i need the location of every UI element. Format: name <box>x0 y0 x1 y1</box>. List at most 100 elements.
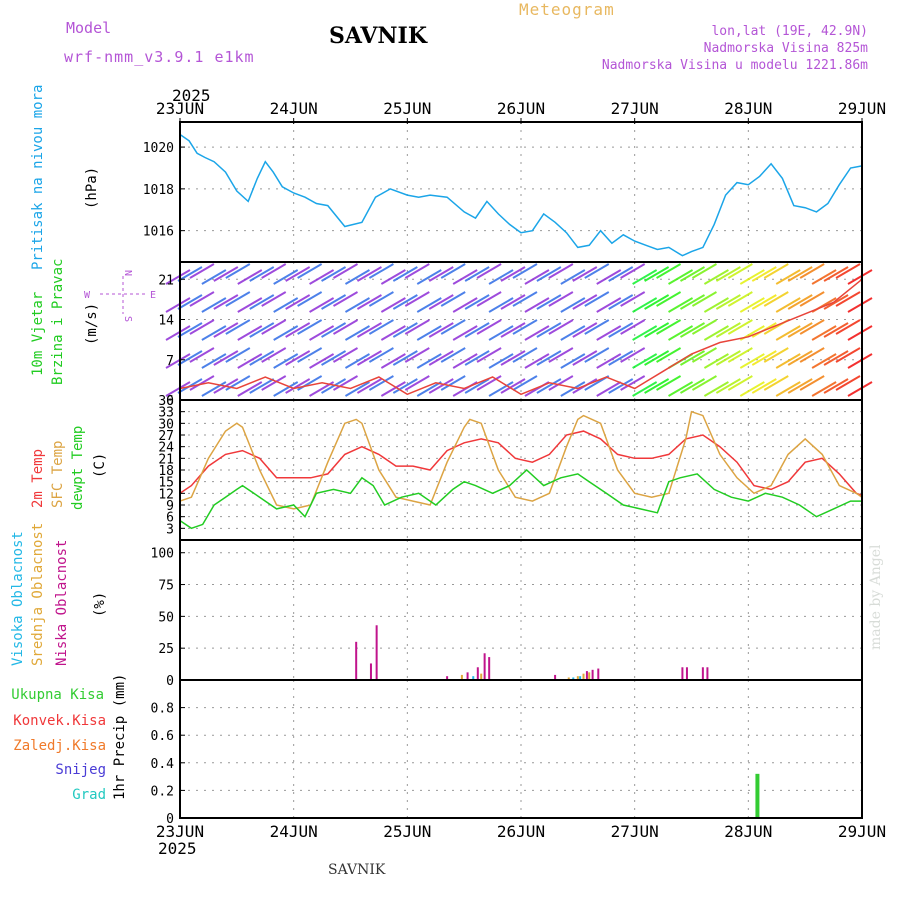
wind-barb <box>380 269 406 285</box>
wind-barb <box>428 378 454 394</box>
wind-barb <box>727 375 753 391</box>
wind-barb <box>356 322 382 338</box>
wind-barb <box>500 322 526 338</box>
temp-sfc-label: SFC Temp <box>50 441 66 508</box>
wind-barb <box>285 378 311 394</box>
wind-barb <box>321 350 347 366</box>
wind-barb <box>679 350 705 366</box>
wind-barb <box>608 378 634 394</box>
wind-barb <box>835 319 861 335</box>
cloud-low-bar <box>483 653 486 680</box>
wind-barb <box>596 325 622 341</box>
precip-total-label: Ukupna Kisa <box>11 687 104 703</box>
wind-barb <box>727 347 753 363</box>
wind-barb <box>823 350 849 366</box>
wind-barb <box>548 347 574 363</box>
wind-barb <box>500 294 526 310</box>
wind-barb <box>584 291 610 307</box>
wind-barb <box>572 322 598 338</box>
wind-barb <box>524 269 550 285</box>
y-tick-label: 30 <box>158 417 174 432</box>
wind-barb <box>165 381 191 397</box>
wind-barb <box>476 375 502 391</box>
wind-barb <box>476 291 502 307</box>
wind-barb <box>380 353 406 369</box>
pressure-label: Pritisak na nivou mora <box>30 85 46 270</box>
cloud-mid-bar <box>588 672 591 680</box>
wind-barb <box>297 263 323 279</box>
wind-barb <box>799 291 825 307</box>
cloud-low-bar <box>369 663 372 680</box>
y-tick-label: 9 <box>166 499 174 514</box>
wind-barb <box>847 269 873 285</box>
year-bottom: 2025 <box>158 839 197 858</box>
wind-barb <box>644 378 670 394</box>
compass-icon: N S W E <box>84 270 156 322</box>
wind-barb <box>691 319 717 335</box>
wind-barb <box>656 375 682 391</box>
precip-frozen-label: Zaledj.Kisa <box>13 738 106 754</box>
wind-barb <box>632 353 658 369</box>
temp-2m-label: 2m Temp <box>30 449 46 508</box>
wind-barb <box>679 294 705 310</box>
wind-barb <box>715 350 741 366</box>
wind-barb <box>847 381 873 397</box>
wind-frame <box>179 261 863 401</box>
y-tick-label: 15 <box>158 476 174 491</box>
wind-barb <box>596 353 622 369</box>
x-tick-label-bottom: 25JUN <box>383 822 431 841</box>
precip-snow-label: Snijeg <box>55 762 106 778</box>
wind-barb <box>321 322 347 338</box>
wind-barb <box>536 322 562 338</box>
wind-barb <box>452 269 478 285</box>
wind-barb <box>464 378 490 394</box>
wind-barb <box>464 266 490 282</box>
wind-barb <box>165 353 191 369</box>
wind-barb <box>668 297 694 313</box>
wind-barb <box>189 319 215 335</box>
wind-barb <box>404 347 430 363</box>
wind-barb <box>847 297 873 313</box>
wind-barb <box>536 350 562 366</box>
wind-barb <box>201 297 227 313</box>
y-tick-label: 14 <box>158 314 174 329</box>
wind-barb <box>392 294 418 310</box>
wind-barb <box>392 378 418 394</box>
wind-barb <box>703 269 729 285</box>
wind-barb <box>811 269 837 285</box>
wind-barb <box>344 381 370 397</box>
wind-barb <box>656 263 682 279</box>
wind-barb <box>321 266 347 282</box>
temperature-2m-line <box>179 430 863 497</box>
wind-barb <box>668 269 694 285</box>
wind-barb <box>775 353 801 369</box>
wind-barb <box>500 350 526 366</box>
x-tick-label-top: 24JUN <box>270 99 318 118</box>
cloud-low-bar <box>701 667 704 680</box>
wind-barb <box>632 297 658 313</box>
y-tick-label: 33 <box>158 406 174 421</box>
svg-text:N: N <box>122 270 133 276</box>
wind-barb <box>787 322 813 338</box>
wind-barb <box>847 325 873 341</box>
wind-barb <box>620 291 646 307</box>
wind-label-2: Brzina i Pravac <box>50 259 66 385</box>
wind-barb <box>620 375 646 391</box>
wind-barb <box>835 291 861 307</box>
cloud-high-bar <box>472 676 475 680</box>
wind-barb <box>237 353 263 369</box>
wind-barb <box>799 347 825 363</box>
wind-barb <box>512 291 538 307</box>
y-tick-label: 25 <box>158 642 174 657</box>
wind-barb <box>165 269 191 285</box>
wind-barb <box>249 378 275 394</box>
wind-barb <box>285 294 311 310</box>
wind-barb <box>775 297 801 313</box>
wind-barb <box>165 297 191 313</box>
y-tick-label: 0.6 <box>151 729 174 744</box>
wind-barb <box>536 378 562 394</box>
wind-barb <box>297 319 323 335</box>
cloud-low-bar <box>554 674 557 680</box>
x-tick-label-top: 23JUN <box>156 99 204 118</box>
